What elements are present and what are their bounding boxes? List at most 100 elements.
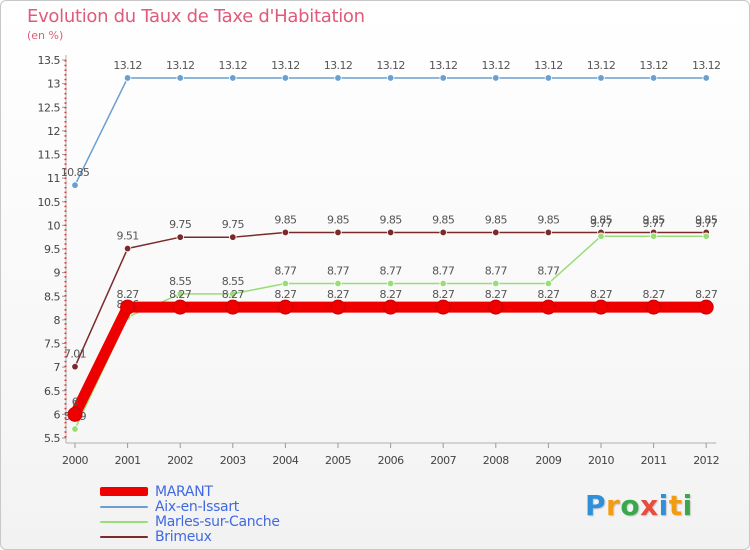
y-tick-label: 8.5 bbox=[44, 290, 60, 303]
y-tick-label: 8 bbox=[54, 314, 61, 327]
y-tick-label: 6 bbox=[54, 408, 61, 421]
y-axis-dot bbox=[64, 111, 67, 114]
y-axis-dot bbox=[64, 252, 67, 255]
y-axis-dot bbox=[64, 285, 67, 288]
y-axis-dot bbox=[64, 327, 67, 330]
data-point-aix-en-issart bbox=[492, 74, 500, 82]
y-axis-dot bbox=[64, 121, 67, 123]
data-point-aix-en-issart bbox=[702, 74, 710, 82]
data-point-marant bbox=[383, 299, 399, 315]
y-axis-dot bbox=[64, 224, 67, 226]
data-label-aix-en-issart: 13.12 bbox=[166, 59, 195, 72]
data-label-marant: 8.27 bbox=[485, 288, 508, 301]
y-axis-dot bbox=[64, 168, 67, 170]
logo-letter: P bbox=[585, 489, 607, 522]
data-label-brimeux: 9.85 bbox=[432, 213, 455, 226]
data-point-aix-en-issart bbox=[123, 74, 132, 82]
data-point-marles-sur-canche bbox=[492, 279, 500, 288]
y-axis-dot bbox=[64, 172, 67, 175]
y-axis-dot bbox=[64, 356, 67, 358]
y-axis-dot bbox=[64, 436, 67, 438]
data-label-aix-en-issart: 13.12 bbox=[534, 59, 563, 72]
data-point-marles-sur-canche bbox=[702, 232, 710, 240]
y-axis-dot bbox=[64, 238, 67, 241]
data-label-marles-sur-canche: 8.77 bbox=[432, 264, 455, 277]
y-tick-label: 9 bbox=[54, 267, 61, 280]
y-axis-dot bbox=[64, 182, 67, 184]
legend-item-marles-sur-canche: Marles-sur-Canche bbox=[100, 514, 280, 530]
y-axis-dot bbox=[64, 97, 67, 100]
series-brimeux: 7.01 9.51 9.75 9.75 9.85 9.85 9.85 9.85 9.85 9.85… bbox=[64, 213, 718, 371]
data-label-marant: 8.27 bbox=[590, 288, 613, 301]
data-label-aix-en-issart: 13.12 bbox=[113, 59, 142, 72]
y-axis-dot bbox=[64, 92, 67, 95]
y-axis-dot bbox=[64, 196, 67, 198]
legend-label-aix-en-issart: Aix-en-Issart bbox=[155, 498, 239, 515]
y-axis-dot bbox=[64, 64, 67, 67]
data-label-marant: 8.27 bbox=[432, 288, 455, 301]
y-tick-label: 6.5 bbox=[44, 385, 60, 398]
chart-title: Evolution du Taux de Taxe d'Habitation bbox=[27, 6, 365, 27]
y-axis-dot bbox=[64, 351, 67, 353]
y-tick-label: 7 bbox=[54, 361, 61, 374]
y-axis-dot bbox=[64, 403, 67, 405]
data-label-marles-sur-canche: 8.77 bbox=[485, 264, 508, 277]
data-point-marles-sur-canche bbox=[71, 425, 79, 433]
y-axis-dot bbox=[64, 177, 67, 179]
data-point-brimeux bbox=[386, 228, 395, 237]
y-axis-dot bbox=[64, 191, 67, 194]
series-marles-sur-canche: 5.698.068.558.558.778.778.778.778.778.77… bbox=[64, 217, 718, 433]
data-label-brimeux: 9.85 bbox=[695, 213, 718, 226]
y-axis-dot bbox=[64, 337, 67, 339]
data-point-brimeux bbox=[492, 228, 500, 237]
x-tick-label: 2012 bbox=[693, 454, 719, 467]
data-point-aix-en-issart bbox=[281, 74, 290, 82]
x-tick-label: 2004 bbox=[272, 454, 298, 467]
data-point-marant bbox=[330, 299, 346, 315]
data-point-marles-sur-canche bbox=[386, 279, 395, 288]
data-label-marles-sur-canche: 9.77 bbox=[590, 217, 613, 230]
y-axis-dot bbox=[64, 116, 67, 118]
data-label-marant: 8.27 bbox=[222, 288, 245, 301]
data-label-aix-en-issart: 13.12 bbox=[219, 59, 248, 72]
data-label-brimeux: 9.85 bbox=[327, 213, 350, 226]
data-point-aix-en-issart bbox=[229, 74, 237, 82]
data-label-brimeux: 9.85 bbox=[643, 213, 666, 226]
data-label-marles-sur-canche: 8.77 bbox=[327, 264, 350, 277]
data-label-marant: 8.27 bbox=[117, 288, 140, 301]
data-label-marles-sur-canche: 8.55 bbox=[169, 275, 192, 288]
y-axis-dot bbox=[64, 210, 67, 212]
y-axis-dot bbox=[64, 421, 67, 424]
data-point-aix-en-issart bbox=[334, 74, 342, 82]
y-tick-label: 11.5 bbox=[38, 149, 61, 162]
data-label-marant: 6 bbox=[72, 395, 79, 408]
y-axis-dot bbox=[64, 201, 67, 203]
y-axis-dot bbox=[64, 102, 67, 104]
data-label-marant: 8.27 bbox=[537, 288, 560, 301]
y-axis-dot bbox=[64, 412, 67, 414]
data-label-marant: 8.27 bbox=[169, 288, 192, 301]
data-point-brimeux bbox=[334, 228, 342, 237]
data-label-marles-sur-canche: 9.77 bbox=[695, 217, 718, 230]
series-marant: 6 8.27 8.27 8.27 8.27 8.27 8.27 8.27 8.27 8.27 8.2… bbox=[67, 288, 718, 422]
logo-letter: t bbox=[668, 489, 683, 522]
y-axis-dot bbox=[64, 271, 67, 273]
y-axis-dot bbox=[64, 60, 67, 62]
data-point-brimeux bbox=[71, 362, 79, 371]
data-point-marles-sur-canche bbox=[439, 279, 447, 288]
y-axis-dot bbox=[64, 360, 67, 363]
x-tick-label: 2008 bbox=[483, 454, 509, 467]
y-axis-dot bbox=[64, 304, 67, 306]
y-tick-label: 12 bbox=[47, 125, 60, 138]
data-label-aix-en-issart: 13.12 bbox=[324, 59, 353, 72]
y-axis-dot bbox=[64, 389, 67, 391]
data-point-marant bbox=[488, 299, 504, 315]
series-line-marant bbox=[70, 301, 707, 417]
y-axis-dot bbox=[64, 83, 67, 85]
x-tick-label: 2007 bbox=[430, 454, 456, 467]
y-axis-dot bbox=[64, 393, 67, 396]
y-axis-dot bbox=[64, 309, 67, 311]
y-axis-dot bbox=[64, 417, 67, 419]
chart-unit-label: (en %) bbox=[27, 29, 64, 42]
data-label-brimeux: 9.75 bbox=[222, 218, 245, 231]
